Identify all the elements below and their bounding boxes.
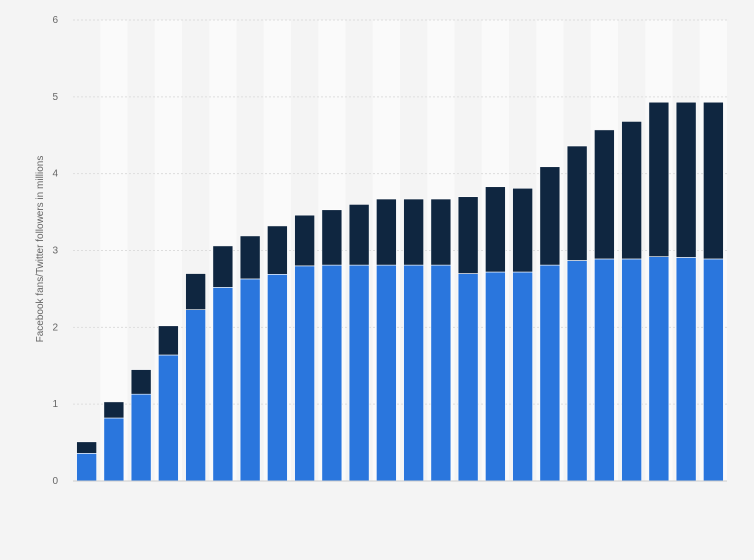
bar-segment-series-1: [212, 287, 234, 482]
bar-segment-series-2: [539, 166, 561, 266]
bar-segment-series-2: [130, 369, 152, 395]
bar-segment-series-2: [566, 145, 588, 261]
bar-segment-series-2: [403, 198, 424, 266]
bar-segment-series-1: [703, 258, 724, 482]
bar-segment-series-1: [539, 264, 561, 482]
bar-segment-series-2: [703, 101, 724, 260]
y-axis-label: Facebook fans/Twitter followers in milli…: [35, 156, 46, 343]
bar-segment-series-2: [294, 214, 315, 267]
bar-segment-series-1: [648, 256, 670, 482]
bar-segment-series-1: [239, 278, 261, 482]
bar-segment-series-1: [675, 257, 697, 482]
bar-segment-series-1: [158, 354, 179, 482]
bar-segment-series-1: [621, 258, 642, 482]
bar-segment-series-2: [648, 101, 670, 257]
bar-segment-series-2: [675, 101, 697, 258]
bar-segment-series-2: [103, 401, 125, 419]
bar-segment-series-1: [430, 264, 452, 482]
bar-segment-series-2: [185, 273, 206, 310]
bar-segment-series-2: [594, 129, 615, 260]
bar-segment-series-2: [158, 325, 179, 356]
bar-segment-series-2: [430, 198, 452, 266]
bar-segment-series-1: [403, 264, 424, 482]
bar-segment-series-1: [103, 417, 125, 482]
y-tick-label: 5: [52, 92, 58, 103]
bar-segment-series-2: [348, 204, 370, 266]
bar-segment-series-2: [321, 209, 343, 266]
bar-segment-series-1: [376, 264, 397, 482]
y-axis-ticks: 0 1 2 3 4 5 6: [52, 15, 58, 487]
bar-segment-series-2: [239, 235, 261, 280]
bar-segment-series-2: [512, 187, 533, 273]
bar-segment-series-1: [294, 265, 315, 482]
bar-segment-series-1: [457, 273, 479, 482]
bar-segment-series-1: [130, 393, 152, 482]
bar-segment-series-1: [348, 264, 370, 482]
bar-segment-series-1: [512, 271, 533, 482]
bar-segment-series-1: [485, 271, 506, 482]
y-tick-label: 4: [52, 169, 58, 180]
bar-segment-series-2: [485, 186, 506, 273]
bar-segment-series-2: [621, 121, 642, 260]
bars: [76, 101, 724, 482]
bar-segment-series-1: [594, 258, 615, 482]
bar-segment-series-1: [76, 453, 97, 482]
bar-segment-series-2: [212, 245, 234, 288]
bar-segment-series-2: [457, 196, 479, 274]
y-tick-label: 2: [52, 322, 58, 333]
bar-segment-series-1: [185, 309, 206, 482]
y-tick-label: 0: [52, 476, 58, 487]
bar-segment-series-2: [267, 225, 288, 275]
bar-segment-series-2: [376, 198, 397, 266]
y-tick-label: 6: [52, 15, 58, 26]
bar-segment-series-2: [76, 441, 97, 454]
gridlines: [73, 19, 727, 405]
y-tick-label: 1: [52, 399, 58, 410]
y-tick-label: 3: [52, 246, 58, 257]
bar-segment-series-1: [267, 274, 288, 482]
bar-segment-series-1: [321, 264, 343, 482]
bar-segment-series-1: [566, 260, 588, 482]
